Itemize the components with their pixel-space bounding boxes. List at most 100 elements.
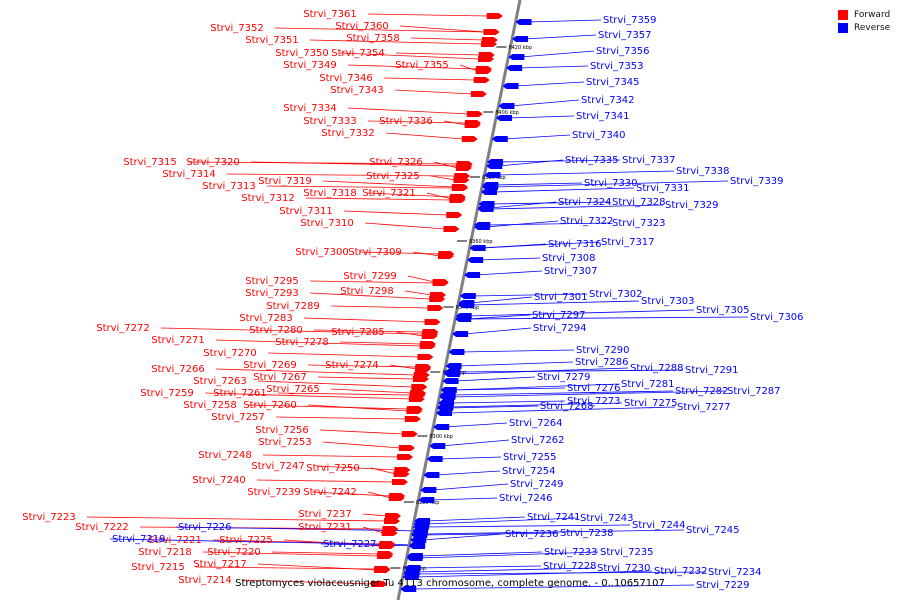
- forward-gene-arrow[interactable]: [470, 91, 487, 97]
- gene-label[interactable]: Strvi_7242: [303, 487, 357, 498]
- reverse-gene-arrow[interactable]: [498, 103, 515, 109]
- gene-label[interactable]: Strvi_7288: [630, 363, 684, 374]
- gene-label[interactable]: Strvi_7325: [366, 171, 420, 182]
- forward-gene-arrow[interactable]: [446, 212, 463, 218]
- gene-label[interactable]: Strvi_7222: [75, 522, 129, 533]
- legend-item-reverse[interactable]: Reverse: [838, 21, 890, 34]
- gene-label[interactable]: Strvi_7250: [306, 463, 360, 474]
- gene-label[interactable]: Strvi_7233: [544, 547, 598, 558]
- reverse-gene-arrow[interactable]: [423, 472, 440, 478]
- forward-gene-arrow[interactable]: [478, 52, 495, 58]
- gene-label[interactable]: Strvi_7340: [572, 130, 626, 141]
- forward-gene-arrow[interactable]: [411, 384, 428, 390]
- gene-label[interactable]: Strvi_7237: [298, 509, 352, 520]
- gene-label[interactable]: Strvi_7341: [576, 111, 630, 122]
- gene-label[interactable]: Strvi_7229: [696, 580, 750, 591]
- forward-gene-arrow[interactable]: [374, 566, 391, 572]
- gene-label[interactable]: Strvi_7245: [686, 525, 740, 536]
- gene-label[interactable]: Strvi_7281: [621, 379, 675, 390]
- legend-item-forward[interactable]: Forward: [838, 8, 890, 21]
- gene-label[interactable]: Strvi_7359: [603, 15, 657, 26]
- gene-label[interactable]: Strvi_7290: [576, 345, 630, 356]
- gene-label[interactable]: Strvi_7342: [581, 95, 635, 106]
- reverse-gene-arrow[interactable]: [442, 378, 459, 384]
- forward-gene-arrow[interactable]: [451, 185, 468, 191]
- gene-label[interactable]: Strvi_7273: [567, 396, 621, 407]
- gene-label[interactable]: Strvi_7217: [193, 559, 247, 570]
- gene-label[interactable]: Strvi_7300: [295, 247, 349, 258]
- gene-label[interactable]: Strvi_7335: [565, 155, 619, 166]
- gene-label[interactable]: Strvi_7264: [509, 418, 563, 429]
- forward-gene-arrow[interactable]: [449, 197, 466, 203]
- gene-label[interactable]: Strvi_7317: [601, 237, 655, 248]
- gene-label[interactable]: Strvi_7268: [540, 401, 594, 412]
- gene-label[interactable]: Strvi_7345: [586, 77, 640, 88]
- reverse-gene-arrow[interactable]: [445, 363, 462, 369]
- forward-gene-arrow[interactable]: [398, 445, 415, 451]
- reverse-gene-arrow[interactable]: [480, 189, 497, 195]
- gene-label[interactable]: Strvi_7316: [548, 239, 602, 250]
- forward-gene-arrow[interactable]: [378, 543, 395, 549]
- gene-label[interactable]: Strvi_7234: [708, 567, 762, 578]
- forward-gene-arrow[interactable]: [417, 354, 434, 360]
- gene-label[interactable]: Strvi_7354: [331, 48, 385, 59]
- gene-label[interactable]: Strvi_7320: [186, 157, 240, 168]
- gene-label[interactable]: Strvi_7328: [612, 197, 666, 208]
- gene-label[interactable]: Strvi_7275: [624, 398, 678, 409]
- forward-gene-arrow[interactable]: [409, 392, 426, 398]
- gene-label[interactable]: Strvi_7277: [677, 402, 731, 413]
- forward-gene-arrow[interactable]: [466, 111, 483, 117]
- gene-label[interactable]: Strvi_7315: [123, 157, 177, 168]
- gene-label[interactable]: Strvi_7272: [96, 323, 150, 334]
- reverse-gene-arrow[interactable]: [508, 54, 525, 60]
- gene-label[interactable]: Strvi_7339: [730, 176, 784, 187]
- gene-label[interactable]: Strvi_7307: [544, 266, 598, 277]
- gene-label[interactable]: Strvi_7258: [183, 400, 237, 411]
- forward-gene-arrow[interactable]: [432, 280, 449, 286]
- forward-gene-arrow[interactable]: [443, 226, 460, 232]
- reverse-gene-arrow[interactable]: [410, 537, 427, 543]
- reverse-gene-arrow[interactable]: [420, 487, 437, 493]
- reverse-gene-arrow[interactable]: [467, 257, 484, 263]
- gene-label[interactable]: Strvi_7343: [330, 85, 384, 96]
- gene-label[interactable]: Strvi_7321: [362, 188, 416, 199]
- gene-label[interactable]: Strvi_7271: [151, 335, 205, 346]
- gene-label[interactable]: Strvi_7279: [537, 372, 591, 383]
- gene-label[interactable]: Strvi_7361: [303, 9, 357, 20]
- gene-label[interactable]: Strvi_7334: [283, 103, 337, 114]
- gene-label[interactable]: Strvi_7329: [665, 200, 719, 211]
- gene-label[interactable]: Strvi_7274: [325, 360, 379, 371]
- forward-gene-arrow[interactable]: [464, 122, 481, 128]
- gene-label[interactable]: Strvi_7241: [527, 512, 581, 523]
- reverse-gene-arrow[interactable]: [464, 272, 481, 278]
- gene-label[interactable]: Strvi_7283: [239, 313, 293, 324]
- gene-label[interactable]: Strvi_7289: [266, 301, 320, 312]
- gene-label[interactable]: Strvi_7355: [395, 60, 449, 71]
- gene-label[interactable]: Strvi_7214: [178, 575, 232, 586]
- gene-label[interactable]: Strvi_7308: [542, 253, 596, 264]
- gene-label[interactable]: Strvi_7248: [198, 450, 252, 461]
- gene-label[interactable]: Strvi_7326: [369, 157, 423, 168]
- gene-label[interactable]: Strvi_7319: [258, 176, 312, 187]
- forward-gene-arrow[interactable]: [420, 341, 437, 347]
- reverse-gene-arrow[interactable]: [440, 387, 457, 393]
- gene-label[interactable]: Strvi_7331: [636, 183, 690, 194]
- forward-gene-arrow[interactable]: [412, 376, 429, 382]
- gene-label[interactable]: Strvi_7298: [340, 286, 394, 297]
- gene-label[interactable]: Strvi_7303: [641, 296, 695, 307]
- forward-gene-arrow[interactable]: [391, 479, 408, 485]
- gene-label[interactable]: Strvi_7332: [321, 128, 375, 139]
- gene-label[interactable]: Strvi_7235: [600, 547, 654, 558]
- gene-label[interactable]: Strvi_7261: [213, 388, 267, 399]
- reverse-gene-arrow[interactable]: [433, 424, 450, 430]
- gene-label[interactable]: Strvi_7240: [192, 475, 246, 486]
- forward-gene-arrow[interactable]: [481, 41, 498, 47]
- gene-label[interactable]: Strvi_7350: [275, 48, 329, 59]
- gene-label[interactable]: Strvi_7218: [138, 547, 192, 558]
- gene-label[interactable]: Strvi_7239: [247, 487, 301, 498]
- gene-label[interactable]: Strvi_7299: [343, 271, 397, 282]
- forward-gene-arrow[interactable]: [384, 518, 401, 524]
- forward-gene-arrow[interactable]: [382, 526, 399, 532]
- gene-label[interactable]: Strvi_7301: [534, 292, 588, 303]
- reverse-gene-arrow[interactable]: [459, 293, 476, 299]
